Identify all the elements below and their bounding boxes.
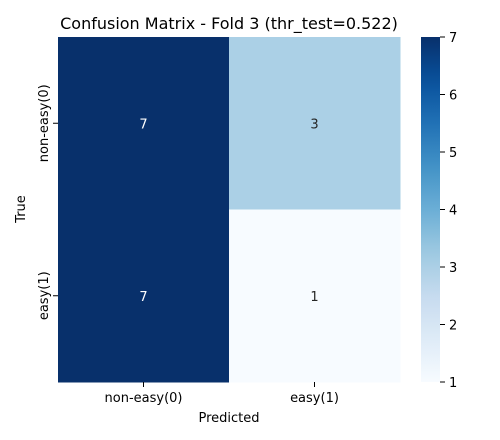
- colorbar-tick-label: 7: [449, 31, 457, 46]
- x-axis-label: Predicted: [198, 411, 259, 426]
- colorbar-tick-label: 6: [449, 89, 457, 104]
- heatmap-cell: [58, 37, 230, 210]
- y-axis-label: True: [14, 195, 29, 224]
- cell-value-label: 1: [310, 290, 318, 305]
- colorbar-tick-label: 5: [449, 146, 457, 161]
- cell-value-label: 3: [310, 117, 318, 132]
- heatmap-cell: [229, 37, 401, 210]
- heatmap-cell: [58, 209, 230, 383]
- colorbar-tick-label: 3: [449, 261, 457, 276]
- cell-value-label: 7: [139, 290, 147, 305]
- colorbar-tick-label: 4: [449, 204, 457, 219]
- y-tick-label: easy(1): [37, 271, 52, 320]
- colorbar: [421, 37, 440, 382]
- colorbar-ticks: 1 2 3 4 5 6 7: [440, 31, 457, 391]
- colorbar-tick-label: 2: [449, 319, 457, 334]
- heatmap-cell: [229, 209, 401, 383]
- y-tick-label: non-easy(0): [37, 84, 52, 162]
- chart-title: Confusion Matrix - Fold 3 (thr_test=0.52…: [60, 14, 398, 34]
- colorbar-tick-label: 1: [449, 376, 457, 391]
- x-tick-label: easy(1): [290, 391, 339, 406]
- y-axis-ticks: non-easy(0) easy(1): [37, 84, 58, 320]
- x-axis-ticks: non-easy(0) easy(1): [105, 382, 339, 406]
- heatmap-cells: 7 3 7 1: [58, 37, 401, 383]
- cell-value-label: 7: [139, 117, 147, 132]
- x-tick-label: non-easy(0): [105, 391, 183, 406]
